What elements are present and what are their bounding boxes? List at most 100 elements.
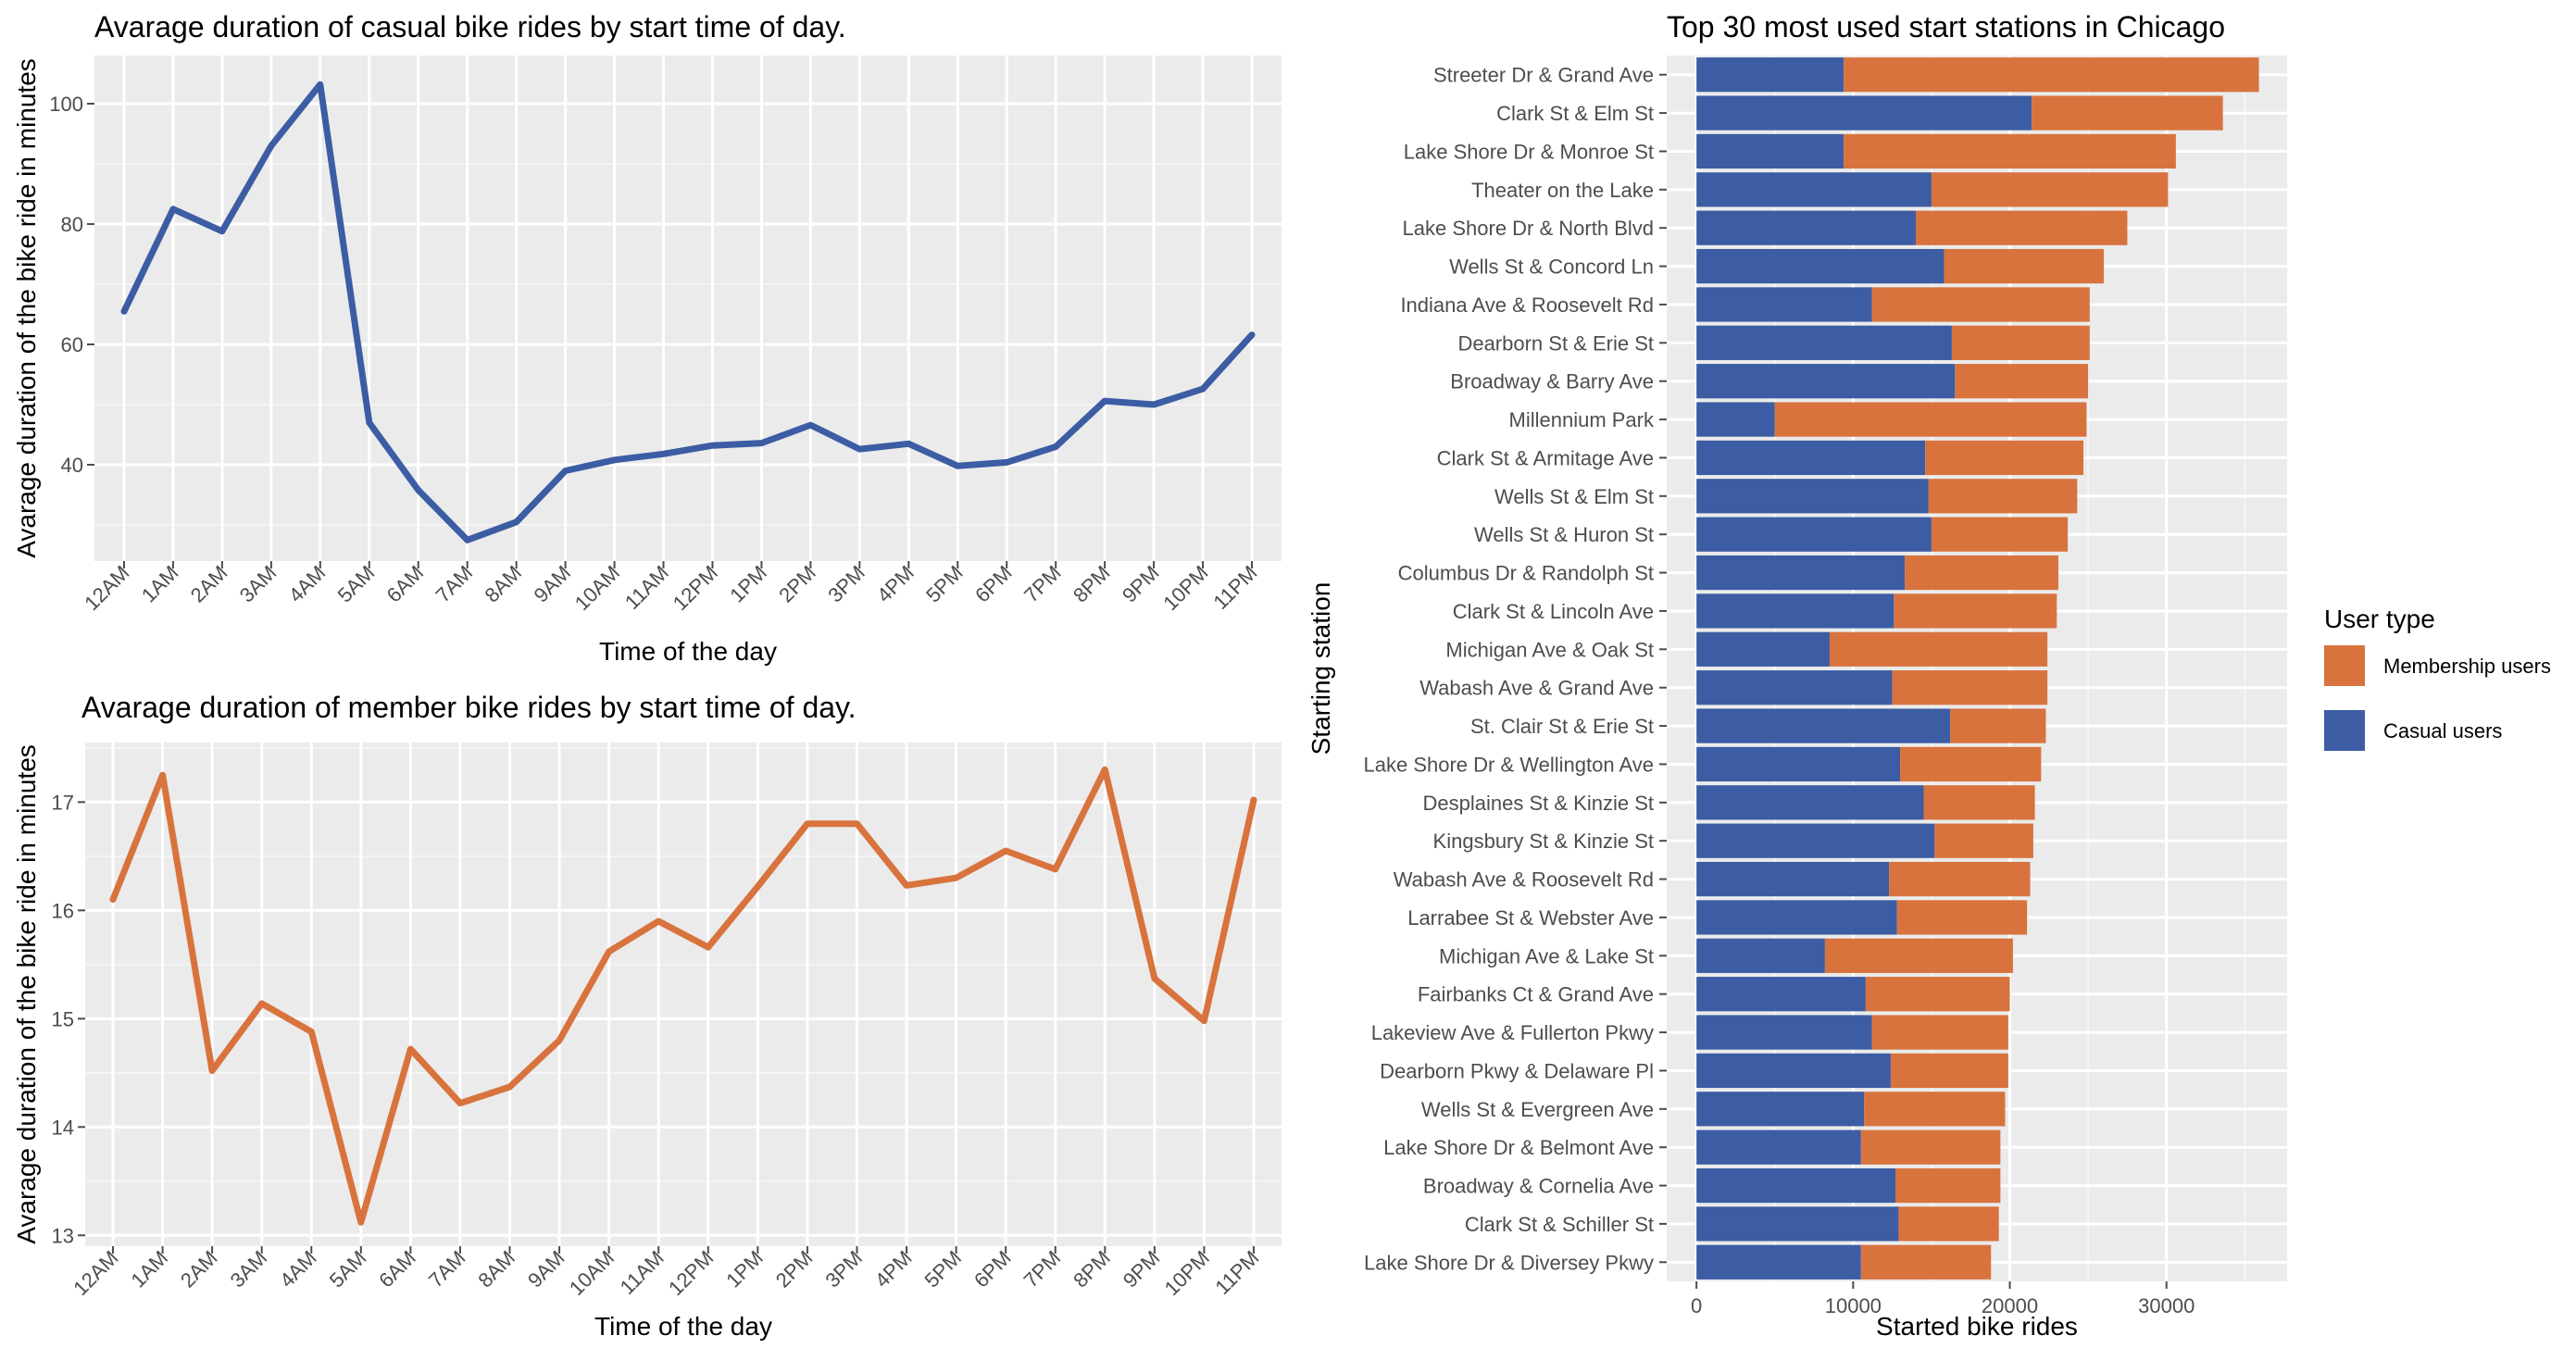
stacked-bars xyxy=(1696,57,2259,1279)
x-tick-label: 5PM xyxy=(919,1246,966,1292)
data-point xyxy=(209,1067,216,1074)
y-tick-label: Clark St & Schiller St xyxy=(1465,1213,1654,1236)
y-tick-label: Clark St & Elm St xyxy=(1496,102,1654,125)
y-tick-label: 40 xyxy=(61,454,83,477)
bar-casual xyxy=(1696,172,1932,207)
x-tick-label: 11PM xyxy=(1210,1246,1263,1299)
y-tick-label: Lake Shore Dr & Wellington Ave xyxy=(1364,753,1654,776)
bar-casual xyxy=(1696,938,1825,973)
data-point xyxy=(1200,386,1207,393)
bar-membership xyxy=(1829,631,2048,667)
x-tick-label: 4AM xyxy=(275,1246,321,1292)
bar-membership xyxy=(1931,172,2169,207)
bar-casual xyxy=(1696,57,1844,93)
grid-lines xyxy=(94,56,1282,561)
legend-title: User type xyxy=(2324,605,2435,633)
bar-membership xyxy=(1895,1167,2001,1204)
bar-membership xyxy=(1892,670,2048,705)
bar-membership xyxy=(1896,900,2028,935)
data-point xyxy=(556,1037,563,1043)
y-tick-label: 80 xyxy=(61,213,83,236)
x-tick-label: 3PM xyxy=(820,1246,867,1292)
x-tick-label: 7AM xyxy=(431,561,478,607)
x-tick-label: 30000 xyxy=(2138,1294,2195,1317)
x-tick-label: 4AM xyxy=(284,561,331,607)
data-point xyxy=(506,1084,513,1091)
data-point xyxy=(456,1100,463,1106)
legend-swatch xyxy=(2324,645,2365,686)
data-point xyxy=(464,537,470,543)
data-point xyxy=(906,441,912,447)
y-tick-label: Fairbanks Ct & Grand Ave xyxy=(1418,983,1654,1006)
bar-membership xyxy=(1865,977,2010,1012)
data-point xyxy=(1003,847,1009,854)
bar-membership xyxy=(1951,325,2090,360)
bar-casual xyxy=(1696,287,1872,322)
data-point xyxy=(904,882,910,889)
data-point xyxy=(1151,402,1157,407)
x-tick-label: 6AM xyxy=(382,561,429,607)
plot-panel xyxy=(94,56,1282,561)
bar-membership xyxy=(1900,746,2042,782)
casual-duration-chart: 40 60 80 100 12AM 1AM 2AM 3AM 4AM 5AM 6AM 7AM 8AM 9AM… xyxy=(12,10,1282,666)
x-tick-label: 1PM xyxy=(725,561,771,607)
data-point xyxy=(562,468,569,474)
data-point xyxy=(268,143,274,149)
data-point xyxy=(407,1046,414,1053)
bar-casual xyxy=(1696,861,1890,897)
y-tick-label: 15 xyxy=(52,1007,74,1030)
bar-membership xyxy=(1923,785,2035,820)
x-tick-label: 6AM xyxy=(374,1246,420,1292)
member-duration-chart: 13 14 15 16 17 12AM 1AM 2AM 3AM 4AM 5AM 6AM 7AM 8AM 9A… xyxy=(12,691,1282,1341)
x-tick-label: 7PM xyxy=(1019,1246,1066,1292)
bar-membership xyxy=(1905,555,2058,591)
data-point xyxy=(357,1219,364,1226)
data-point xyxy=(755,883,761,890)
data-point xyxy=(953,875,959,881)
legend-label: Membership users xyxy=(2383,655,2551,678)
x-tick-label: 6PM xyxy=(970,561,1017,607)
data-point xyxy=(955,463,961,469)
x-tick-label: 10AM xyxy=(565,1246,619,1300)
y-tick-label: 14 xyxy=(52,1116,74,1139)
data-point xyxy=(110,896,116,903)
bar-casual xyxy=(1696,364,1956,399)
y-tick-label: Theater on the Lake xyxy=(1471,179,1654,202)
bar-casual xyxy=(1696,593,1894,629)
bar-casual xyxy=(1696,1206,1899,1242)
y-tick-label: Lake Shore Dr & North Blvd xyxy=(1403,217,1654,240)
bar-membership xyxy=(1928,479,2078,514)
x-tick-label: 12AM xyxy=(80,561,133,615)
series-line xyxy=(109,766,1257,1226)
data-point xyxy=(709,443,716,449)
data-point xyxy=(807,422,814,429)
x-tick-label: 10PM xyxy=(1158,561,1212,615)
x-tick-label: 3AM xyxy=(226,1246,272,1292)
x-tick-label: 8PM xyxy=(1069,561,1115,607)
x-tick-label: 2AM xyxy=(186,561,232,607)
chart-title: Avarage duration of member bike rides by… xyxy=(81,691,857,724)
y-tick-label: Wells St & Huron St xyxy=(1474,523,1654,546)
y-tick-label: 60 xyxy=(61,333,83,356)
bar-casual xyxy=(1696,977,1866,1012)
y-tick-label: 100 xyxy=(49,93,83,116)
top-stations-chart: 0 10000 20000 30000 Streeter Dr & Grand Ave C… xyxy=(1307,10,2551,1341)
x-tick-label: 1AM xyxy=(137,561,183,607)
bar-casual xyxy=(1696,479,1929,514)
y-tick-label: Dearborn St & Erie St xyxy=(1457,331,1654,355)
x-tick-label: 12PM xyxy=(664,1246,718,1300)
bar-casual xyxy=(1696,1130,1861,1165)
data-point xyxy=(1004,459,1010,466)
data-point xyxy=(758,440,765,446)
x-tick-label: 0 xyxy=(1691,1294,1702,1317)
data-point xyxy=(159,772,166,779)
axis-ticks: 0 10000 20000 30000 Streeter Dr & Grand Ave C… xyxy=(1364,64,2195,1317)
bar-membership xyxy=(1860,1244,1992,1279)
x-tick-label: 4PM xyxy=(870,1246,917,1292)
bar-membership xyxy=(1844,133,2176,169)
y-tick-label: Lake Shore Dr & Diversey Pkwy xyxy=(1364,1251,1654,1274)
y-axis-label: Avarage duration of the bike ride in min… xyxy=(12,744,41,1244)
data-point xyxy=(317,81,323,88)
data-point xyxy=(513,518,519,525)
